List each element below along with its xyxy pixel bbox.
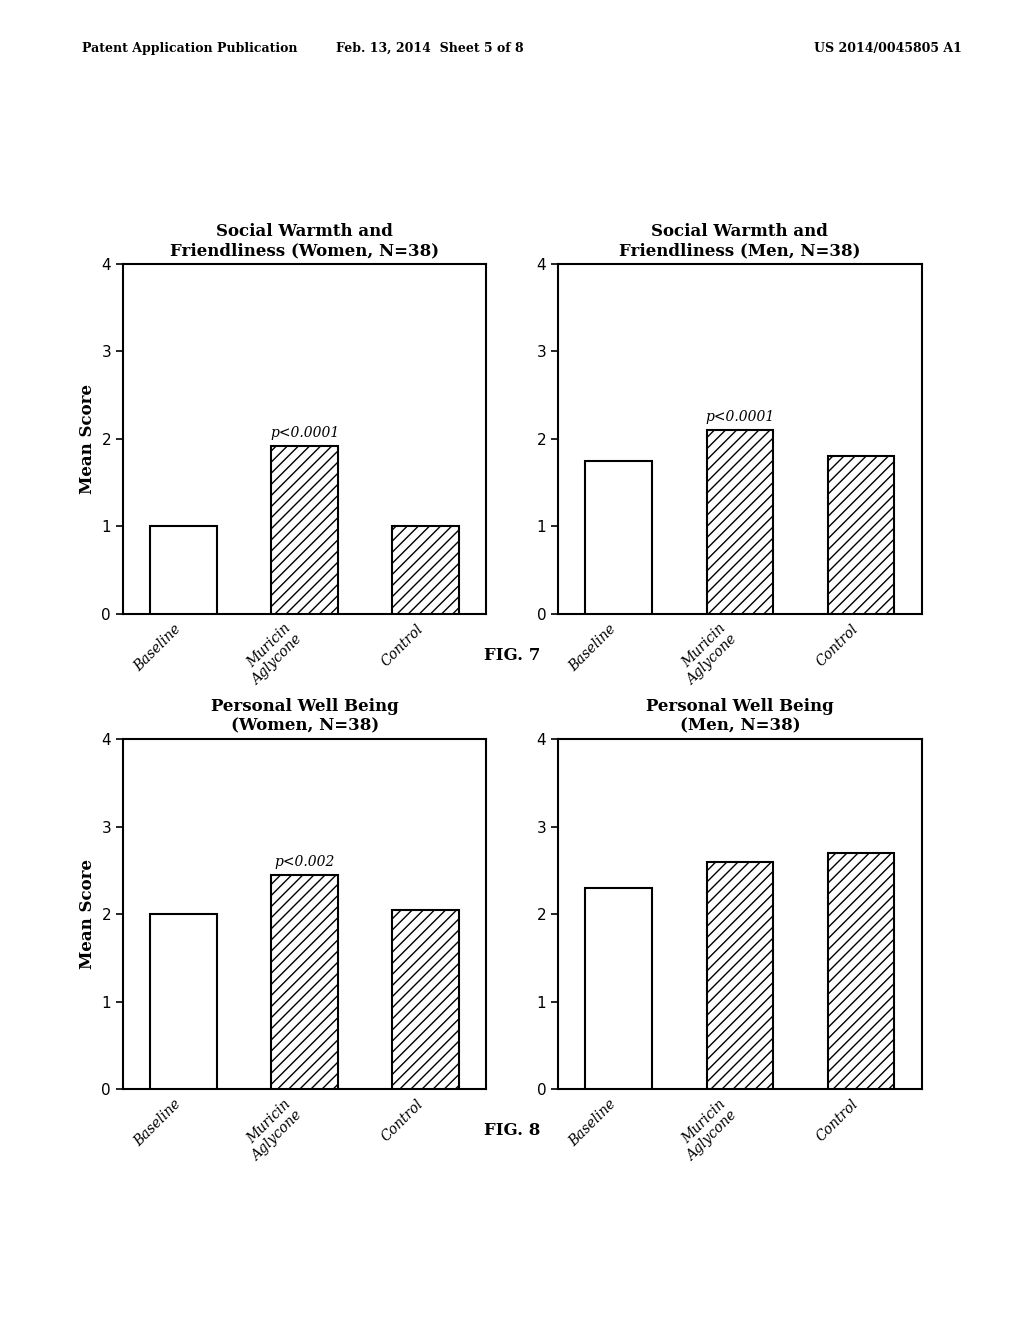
Bar: [151, 913, 217, 1089]
Y-axis label: Mean Score: Mean Score: [79, 384, 96, 494]
Bar: [586, 461, 652, 614]
Bar: [707, 430, 773, 614]
Y-axis label: Mean Score: Mean Score: [79, 859, 96, 969]
Text: US 2014/0045805 A1: US 2014/0045805 A1: [814, 42, 962, 55]
Text: p<0.0001: p<0.0001: [270, 426, 339, 440]
Text: FIG. 7: FIG. 7: [483, 647, 541, 664]
Bar: [827, 457, 894, 614]
Title: Social Warmth and
Friendliness (Men, N=38): Social Warmth and Friendliness (Men, N=3…: [620, 223, 860, 260]
Bar: [827, 853, 894, 1089]
Text: FIG. 8: FIG. 8: [483, 1122, 541, 1139]
Text: p<0.002: p<0.002: [274, 854, 335, 869]
Bar: [392, 527, 459, 614]
Bar: [151, 527, 217, 614]
Title: Personal Well Being
(Men, N=38): Personal Well Being (Men, N=38): [646, 698, 834, 735]
Text: Patent Application Publication: Patent Application Publication: [82, 42, 297, 55]
Bar: [271, 446, 338, 614]
Bar: [707, 862, 773, 1089]
Bar: [586, 888, 652, 1089]
Bar: [392, 909, 459, 1089]
Title: Personal Well Being
(Women, N=38): Personal Well Being (Women, N=38): [211, 698, 398, 735]
Text: Feb. 13, 2014  Sheet 5 of 8: Feb. 13, 2014 Sheet 5 of 8: [336, 42, 524, 55]
Text: p<0.0001: p<0.0001: [706, 411, 774, 424]
Title: Social Warmth and
Friendliness (Women, N=38): Social Warmth and Friendliness (Women, N…: [170, 223, 439, 260]
Bar: [271, 875, 338, 1089]
